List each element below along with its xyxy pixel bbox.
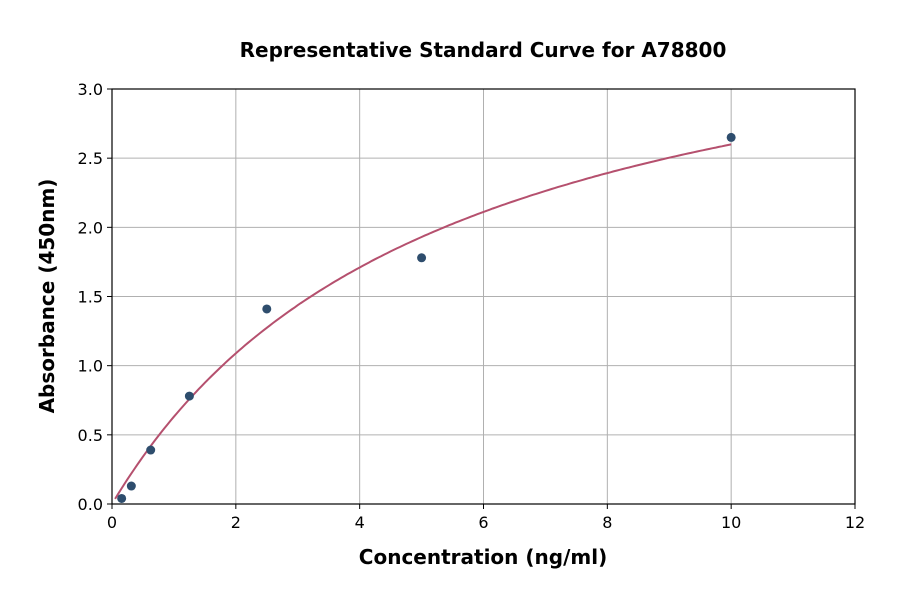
x-tick-label: 0 <box>107 513 117 532</box>
x-tick-label: 2 <box>231 513 241 532</box>
y-axis-label: Absorbance (450nm) <box>35 179 59 414</box>
data-point <box>126 481 136 491</box>
y-tick-label: 0.5 <box>78 426 103 445</box>
x-tick-label: 6 <box>478 513 488 532</box>
y-axis-ticks: 0.0 0.5 1.0 1.5 2.0 2.5 3.0 <box>78 80 112 514</box>
data-point <box>417 253 427 263</box>
data-point <box>146 445 156 455</box>
chart-title: Representative Standard Curve for A78800 <box>240 38 727 62</box>
x-axis-ticks: 0 2 4 6 8 10 12 <box>107 504 865 532</box>
y-tick-label: 1.5 <box>78 288 103 307</box>
data-point <box>262 304 272 314</box>
fit-curve-line <box>114 143 732 500</box>
y-tick-label: 0.0 <box>78 495 103 514</box>
x-tick-label: 4 <box>355 513 365 532</box>
data-points-group <box>117 132 736 503</box>
y-tick-label: 3.0 <box>78 80 103 99</box>
y-tick-label: 2.5 <box>78 149 103 168</box>
fit-curve-group <box>114 143 732 500</box>
grid <box>111 88 856 505</box>
y-tick-label: 1.0 <box>78 357 103 376</box>
x-tick-label: 12 <box>845 513 865 532</box>
x-tick-label: 10 <box>721 513 741 532</box>
data-point <box>117 493 127 503</box>
x-tick-label: 8 <box>602 513 612 532</box>
data-point <box>184 391 194 401</box>
x-axis-label: Concentration (ng/ml) <box>359 545 607 569</box>
y-tick-label: 2.0 <box>78 218 103 237</box>
data-point <box>726 132 736 142</box>
